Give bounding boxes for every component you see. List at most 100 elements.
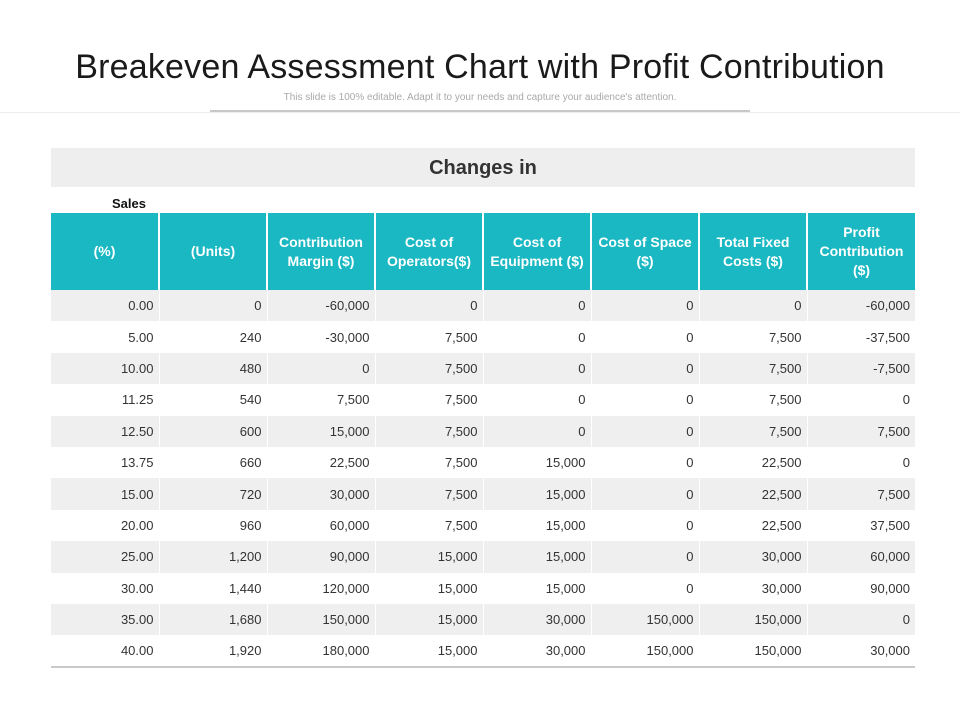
table-cell: 15,000 <box>483 541 592 573</box>
table-cell: 30,000 <box>699 541 808 573</box>
table-cell: 180,000 <box>267 635 376 667</box>
table-cell: 7,500 <box>267 384 376 416</box>
table-cell: 0 <box>591 415 700 447</box>
table-cell: 1,440 <box>159 572 268 604</box>
table-cell: 960 <box>159 509 268 542</box>
table-cell: 22,500 <box>699 446 808 479</box>
table-cell: 240 <box>159 321 268 353</box>
table-row: 0.00 0 -60,000 0 0 0 0 -60,000 <box>51 290 915 322</box>
table-cell: 0 <box>483 415 592 447</box>
table-cell: 37,500 <box>807 509 915 542</box>
table-cell: 0 <box>591 352 700 385</box>
table-cell: 0 <box>591 384 700 416</box>
table-cell: 11.25 <box>51 384 160 416</box>
table-row: 15.00 720 30,000 7,500 15,000 0 22,500 7,500 <box>51 478 915 510</box>
table-cell: 7,500 <box>375 478 484 510</box>
table-cell: 40.00 <box>51 635 160 667</box>
table-cell: 7,500 <box>699 415 808 447</box>
table-cell: 600 <box>159 415 268 447</box>
table-cell: 15,000 <box>483 509 592 542</box>
table-cell: 150,000 <box>267 603 376 636</box>
table-cell: 7,500 <box>375 384 484 416</box>
table-cell: 7,500 <box>375 321 484 353</box>
table-cell: -60,000 <box>267 290 376 322</box>
table-cell: 0 <box>267 352 376 385</box>
table-cell: 0 <box>483 290 592 322</box>
table-body: 0.00 0 -60,000 0 0 0 0 -60,000 5.00 240 -30,000 7,5… <box>51 290 915 667</box>
table-cell: 30.00 <box>51 572 160 604</box>
table-cell: 15,000 <box>375 603 484 636</box>
changes-in-header: Changes in <box>51 148 915 187</box>
table-cell: 30,000 <box>699 572 808 604</box>
table-cell: 480 <box>159 352 268 385</box>
table-cell: 7,500 <box>699 384 808 416</box>
table-cell: 0 <box>807 603 915 636</box>
table-cell: 10.00 <box>51 352 160 385</box>
column-header: Contribution Margin ($) <box>267 213 376 290</box>
table-row: 10.00 480 0 7,500 0 0 7,500 -7,500 <box>51 352 915 385</box>
table-cell: -7,500 <box>807 352 915 385</box>
table-cell: 1,680 <box>159 603 268 636</box>
column-header: Cost of Equipment ($) <box>483 213 592 290</box>
table-cell: 15,000 <box>375 635 484 667</box>
table-cell: 15,000 <box>375 572 484 604</box>
table-cell: -37,500 <box>807 321 915 353</box>
table-cell: 20.00 <box>51 509 160 542</box>
table-row: 20.00 960 60,000 7,500 15,000 0 22,500 37,500 <box>51 509 915 542</box>
table-cell: 0 <box>591 446 700 479</box>
column-header: Profit Contribution ($) <box>807 213 915 290</box>
column-header: Total Fixed Costs ($) <box>699 213 808 290</box>
table-cell: 720 <box>159 478 268 510</box>
page-title: Breakeven Assessment Chart with Profit C… <box>75 48 885 86</box>
table-row: 25.00 1,200 90,000 15,000 15,000 0 30,000 60,00… <box>51 541 915 573</box>
table-cell: 660 <box>159 446 268 479</box>
table-cell: 15,000 <box>483 572 592 604</box>
table-cell: 0 <box>483 384 592 416</box>
table-cell: 0 <box>591 509 700 542</box>
table-cell: 12.50 <box>51 415 160 447</box>
table-row: 30.00 1,440 120,000 15,000 15,000 0 30,000 90,0… <box>51 572 915 604</box>
sales-label: Sales <box>112 196 146 211</box>
table-cell: 22,500 <box>267 446 376 479</box>
table-cell: 0 <box>375 290 484 322</box>
table-cell: 7,500 <box>375 415 484 447</box>
table-cell: 0 <box>591 478 700 510</box>
table-cell: 0 <box>591 321 700 353</box>
table-cell: 30,000 <box>807 635 915 667</box>
table-cell: 7,500 <box>375 446 484 479</box>
table-cell: 30,000 <box>267 478 376 510</box>
table-cell: 25.00 <box>51 541 160 573</box>
table-cell: 0 <box>807 446 915 479</box>
table-bottom-rule <box>51 666 915 668</box>
table-cell: 35.00 <box>51 603 160 636</box>
column-header: Cost of Space ($) <box>591 213 700 290</box>
table-row: 5.00 240 -30,000 7,500 0 0 7,500 -37,500 <box>51 321 915 353</box>
table-header-row: (%) (Units) Contribution Margin ($) Cost of… <box>51 213 915 290</box>
table-cell: -60,000 <box>807 290 915 322</box>
table-cell: 150,000 <box>699 603 808 636</box>
table-cell: 7,500 <box>807 478 915 510</box>
table-cell: 0 <box>483 321 592 353</box>
table-cell: 0 <box>483 352 592 385</box>
table-row: 12.50 600 15,000 7,500 0 0 7,500 7,500 <box>51 415 915 447</box>
table-cell: 15,000 <box>483 478 592 510</box>
table-cell: 150,000 <box>699 635 808 667</box>
table-cell: 13.75 <box>51 446 160 479</box>
table-row: 11.25 540 7,500 7,500 0 0 7,500 0 <box>51 384 915 416</box>
table-cell: 7,500 <box>699 321 808 353</box>
table-cell: 90,000 <box>807 572 915 604</box>
table-cell: 60,000 <box>267 509 376 542</box>
table-cell: 1,920 <box>159 635 268 667</box>
table-row: 40.00 1,920 180,000 15,000 30,000 150,000 150,… <box>51 635 915 667</box>
table-cell: 0 <box>591 290 700 322</box>
table-cell: 7,500 <box>699 352 808 385</box>
table-cell: 60,000 <box>807 541 915 573</box>
table-cell: 15.00 <box>51 478 160 510</box>
table-row: 13.75 660 22,500 7,500 15,000 0 22,500 0 <box>51 446 915 479</box>
table-cell: 540 <box>159 384 268 416</box>
table-cell: 1,200 <box>159 541 268 573</box>
column-header: Cost of Operators($) <box>375 213 484 290</box>
table-cell: 7,500 <box>375 509 484 542</box>
table-cell: 150,000 <box>591 635 700 667</box>
table-cell: 15,000 <box>375 541 484 573</box>
